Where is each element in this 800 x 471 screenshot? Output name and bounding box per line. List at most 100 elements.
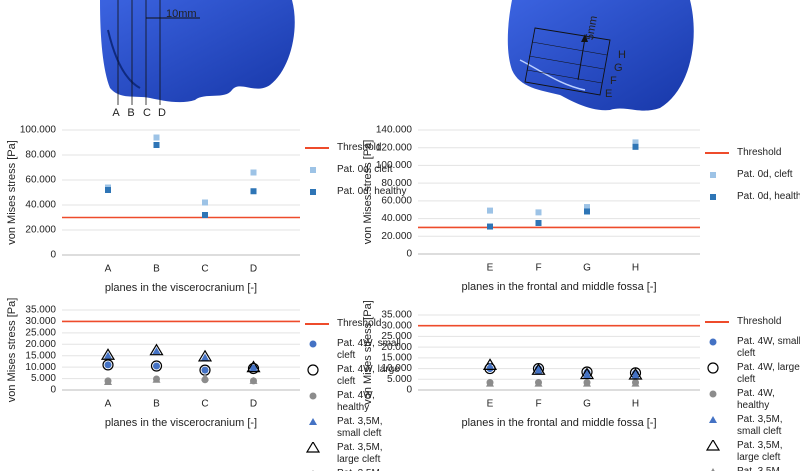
legend-marker (305, 442, 321, 453)
legend-item: Threshold (305, 318, 407, 330)
legend-label: Pat. 4W, large cleft (737, 362, 800, 385)
y-tick-label: 25.000 (25, 327, 56, 338)
legend-label: Pat. 3,5M, small cleft (337, 416, 383, 439)
image-label: 10mm (166, 8, 197, 20)
point (153, 142, 160, 148)
y-tick-label: 60.000 (381, 195, 412, 206)
x-tick-label: G (583, 263, 591, 274)
legend-marker (711, 468, 715, 471)
legend-item: Pat. 3,5M, small cleft (705, 414, 800, 438)
image-label: A (112, 107, 120, 119)
legend-item: Pat. 0d, healthy (705, 191, 800, 203)
legend-symbol (307, 364, 319, 376)
image-label: 5mm (584, 15, 600, 41)
legend-marker (709, 390, 717, 398)
y-tick-label: 35.000 (381, 310, 412, 321)
point (531, 363, 546, 375)
legend-item: Pat. 3,5M, healthy (705, 466, 800, 471)
point (250, 188, 257, 195)
legend-label: Pat. 4W, small cleft (737, 336, 800, 359)
point (100, 348, 116, 360)
y-axis-title: von Mises stress [Pa] (362, 140, 374, 245)
legend-label: Pat. 3,5M, healthy (737, 466, 800, 471)
point (104, 351, 112, 359)
x-axis-title: planes in the viscerocranium [-] (105, 282, 257, 294)
image-label: G (614, 62, 623, 74)
y-tick-label: 20.000 (25, 225, 56, 236)
y-tick-label: 40.000 (25, 200, 56, 211)
point (583, 379, 591, 387)
point (631, 371, 640, 379)
legend-marker (709, 338, 717, 346)
x-tick-label: C (201, 264, 208, 275)
legend-symbol (709, 338, 717, 346)
chart: 0 20.000 40.000 60.000 80.000 100.000 120.000 1… (362, 125, 700, 293)
point (631, 379, 640, 387)
legend-symbol (705, 321, 729, 323)
legend-item: Pat. 0d, cleft (305, 164, 407, 176)
legend-symbol (309, 418, 317, 425)
chart: 05.00010.00015.00020.00025.00030.00035.0… (6, 298, 300, 429)
chart: 05.00010.00015.00020.00025.00030.00035.0… (362, 300, 700, 429)
legend-symbol (709, 416, 717, 423)
point (534, 379, 543, 387)
x-axis-title: planes in the viscerocranium [-] (105, 417, 257, 429)
legend-symbol (707, 362, 719, 374)
y-tick-label: 100.000 (376, 160, 413, 171)
x-tick-label: G (583, 399, 591, 410)
x-tick-label: E (487, 263, 494, 274)
legend-item: Pat. 0d, healthy (305, 186, 407, 198)
point (153, 362, 160, 370)
point (149, 343, 164, 356)
x-axis-title: planes in the frontal and middle fossa [… (461, 417, 656, 429)
legend-symbol (305, 147, 329, 149)
image-label: C (143, 107, 151, 119)
y-tick-label: 10.000 (381, 363, 412, 374)
legend-item: Pat. 3,5M, small cleft (305, 416, 407, 440)
y-tick-label: 15.000 (381, 352, 412, 363)
legend-label: Pat. 0d, cleft (337, 164, 393, 175)
image-label: E (605, 88, 612, 100)
y-tick-label: 40.000 (381, 213, 412, 224)
legend-label: Pat. 0d, cleft (737, 169, 793, 180)
y-axis-title: von Mises stress [Pa] (6, 140, 18, 245)
legend-label: Pat. 3,5M, large cleft (737, 440, 783, 463)
legend-symbol (711, 468, 715, 471)
y-tick-label: 35.000 (25, 305, 56, 316)
legend-label: Pat. 0d, healthy (737, 191, 800, 202)
legend-marker (705, 440, 721, 451)
point (486, 379, 494, 387)
legend-item: Pat. 3,5M, large cleft (705, 440, 800, 464)
x-tick-label: A (105, 264, 112, 275)
legend-symbol (705, 440, 721, 451)
legend-symbol (709, 390, 717, 398)
legend-symbol (309, 340, 317, 348)
legend-item: Pat. 4W, large cleft (305, 364, 407, 388)
legend-label: Pat. 3,5M, small cleft (737, 414, 783, 437)
point (249, 376, 258, 384)
legend-label: Pat. 4W, large cleft (337, 364, 400, 387)
y-tick-label: 20.000 (381, 231, 412, 242)
x-tick-label: D (250, 399, 257, 410)
y-axis-title: von Mises stress [Pa] (362, 300, 374, 405)
image-label: D (158, 107, 166, 119)
x-tick-label: F (535, 399, 541, 410)
legend-marker (307, 364, 319, 376)
point (632, 139, 639, 146)
y-tick-label: 80.000 (381, 178, 412, 189)
legend-symbol (710, 194, 716, 200)
point (535, 209, 542, 216)
x-tick-label: A (105, 399, 112, 410)
point (202, 212, 208, 218)
point (150, 360, 163, 372)
legend-marker (310, 189, 316, 195)
legend-marker (309, 392, 317, 400)
legend-item: Threshold (305, 142, 407, 154)
skull-left: 10mm A B C D (100, 0, 295, 119)
legend-marker (309, 418, 317, 425)
legend-label: Threshold (737, 316, 782, 327)
y-tick-label: 30.000 (381, 320, 412, 331)
y-tick-label: 5.000 (387, 374, 412, 385)
legend-item: Pat. 3,5M, large cleft (305, 442, 407, 466)
x-tick-label: D (250, 264, 257, 275)
